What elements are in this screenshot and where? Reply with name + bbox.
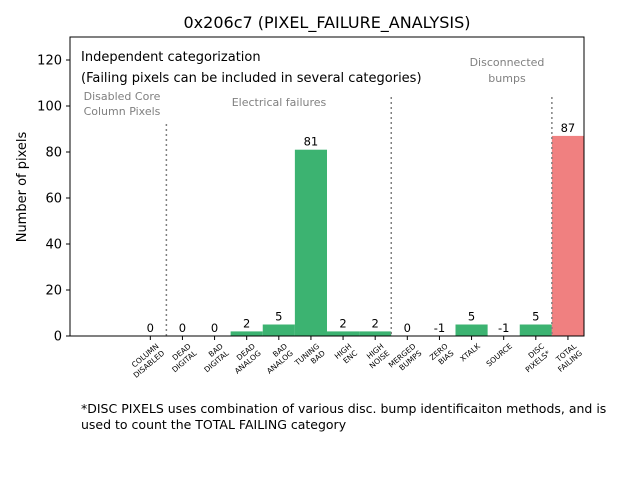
- annotation-disconnected-line2: bumps: [488, 72, 526, 85]
- x-tick-label-4: BADANALOG: [259, 342, 295, 376]
- value-label-9: -1: [434, 321, 445, 335]
- x-tick-label-13: TOTALFAILING: [550, 341, 584, 374]
- chart-title: 0x206c7 (PIXEL_FAILURE_ANALYSIS): [184, 13, 471, 33]
- x-tick-label-0: COLUMNDISABLED: [126, 341, 167, 379]
- pixel-failure-chart: 0x206c7 (PIXEL_FAILURE_ANALYSIS) 0 0 0 2 5 81…: [15, 13, 585, 380]
- value-label-5: 81: [304, 135, 319, 149]
- annotation-disabled-core-line2: Column Pixels: [84, 105, 161, 118]
- value-label-11: -1: [498, 321, 509, 335]
- y-tick-label-80: 80: [45, 146, 62, 161]
- annotation-independent: Independent categorization: [81, 50, 261, 65]
- value-label-7: 2: [372, 316, 379, 330]
- annotation-disabled-core-line1: Disabled Core: [84, 90, 161, 103]
- y-tick-label-60: 60: [45, 192, 62, 207]
- bar-6: [327, 331, 360, 336]
- value-label-6: 2: [339, 316, 346, 330]
- y-tick-label-0: 0: [54, 330, 62, 345]
- y-tick-label-120: 120: [37, 54, 62, 69]
- value-label-0: 0: [147, 321, 154, 335]
- x-tick-label-6: HIGHENC: [333, 342, 359, 368]
- value-label-1: 0: [179, 321, 186, 335]
- bar-7: [359, 331, 392, 336]
- y-tick-label-100: 100: [37, 100, 62, 115]
- x-tick-label-12: DISCPIXELS*: [518, 341, 552, 374]
- x-tick-label-2: BADDIGITAL: [197, 341, 232, 374]
- annotations: Independent categorization (Failing pixe…: [81, 50, 544, 118]
- y-tick-label-40: 40: [45, 238, 62, 253]
- x-tick-label-7: HIGHNOISE: [362, 341, 392, 370]
- bar-4: [262, 324, 295, 336]
- footnote: *DISC PIXELS uses combination of various…: [81, 401, 607, 432]
- x-tick-label-11: SOURCE: [484, 341, 514, 368]
- value-label-13: 87: [561, 121, 576, 135]
- plot-frame: [69, 36, 585, 337]
- x-tick-label-3: DEADANALOG: [227, 341, 263, 375]
- value-label-4: 5: [275, 310, 282, 324]
- annotation-electrical: Electrical failures: [232, 96, 327, 109]
- bar-5: [294, 149, 327, 336]
- x-tick-label-5: TUNINGBAD: [292, 342, 327, 375]
- value-label-2: 0: [211, 321, 218, 335]
- bar-12: [519, 324, 552, 336]
- bar-3: [230, 331, 263, 336]
- bar-10: [455, 324, 488, 336]
- x-tick-label-10: XTALK: [458, 341, 482, 364]
- x-tick-label-line: SOURCE: [484, 341, 514, 368]
- annotation-disconnected-line1: Disconnected: [470, 56, 545, 69]
- y-tick-label-20: 20: [45, 284, 62, 299]
- value-label-12: 5: [532, 310, 539, 324]
- x-tick-label-line: XTALK: [458, 341, 482, 364]
- value-label-3: 2: [243, 316, 250, 330]
- y-axis-label: Number of pixels: [15, 131, 30, 242]
- x-tick-label-1: DEADDIGITAL: [164, 341, 199, 374]
- x-tick-label-9: ZEROBIAS: [428, 341, 456, 368]
- annotation-independent-note: (Failing pixels can be included in sever…: [81, 71, 422, 86]
- x-tick-label-8: MERGEDBUMPS: [387, 341, 424, 376]
- bar-13: [551, 135, 584, 336]
- value-label-10: 5: [468, 310, 475, 324]
- value-label-8: 0: [404, 321, 411, 335]
